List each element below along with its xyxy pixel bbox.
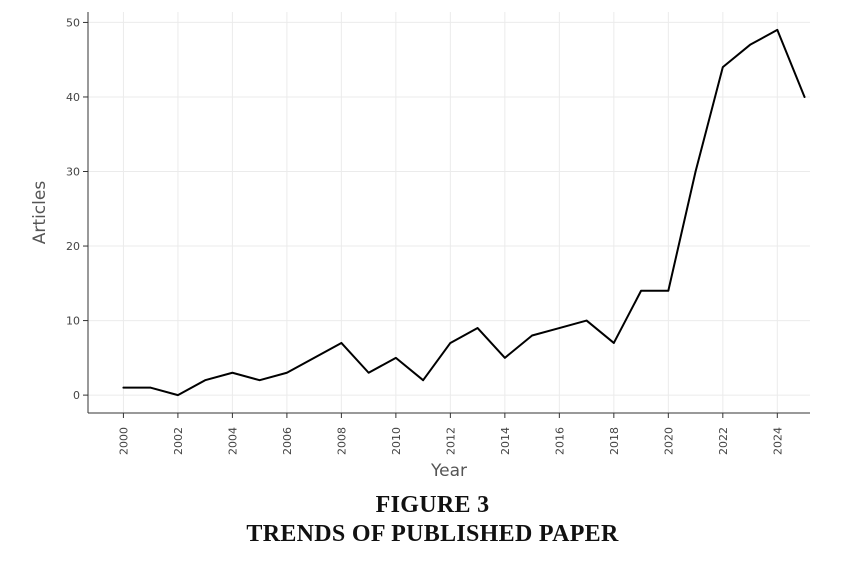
data-point [286,371,288,374]
data-point [313,357,315,359]
data-point [749,43,751,46]
data-point [422,379,424,382]
chart-container: 2000 2002 2004 2006 2008 2010 2012 2014 2016 2018… [30,12,810,481]
data-point [204,379,206,382]
x-tick-label: 2012 [444,427,457,455]
data-point [231,371,234,374]
figure-title: TRENDS OF PUBLISHED PAPER [246,521,619,547]
y-tick-label: 20 [66,240,80,253]
data-point [667,289,670,292]
x-tick-label: 2004 [226,427,239,455]
axes [87,12,810,414]
data-point [694,170,697,173]
data-point [504,357,506,359]
series-layer [122,28,806,397]
x-tick-label: 2000 [117,427,130,455]
x-tick-label: 2014 [499,427,512,455]
figure-number: FIGURE 3 [375,492,490,518]
x-axis-title: Year [430,461,467,481]
data-point [722,66,724,68]
data-point [558,327,561,329]
data-point [122,386,125,389]
y-tick-label: 40 [66,91,80,104]
x-tick-label: 2024 [771,427,784,455]
series-line [122,28,806,397]
y-tick-label: 50 [66,16,80,29]
data-point [340,342,343,344]
y-tick-label: 30 [66,166,80,179]
data-point [258,379,261,382]
y-tick-label: 0 [73,389,80,402]
x-axis-ticks: 2000 2002 2004 2006 2008 2010 2012 2014 2016 2018… [117,413,784,455]
data-point [476,327,479,329]
data-point [367,371,370,374]
data-point [640,289,642,292]
data-point [531,334,533,337]
x-tick-label: 2010 [390,427,403,455]
data-point [776,29,779,31]
data-point [613,342,615,344]
data-point [149,386,152,389]
data-point [177,394,179,396]
y-tick-label: 10 [66,315,80,328]
x-tick-label: 2022 [717,427,730,455]
data-point [395,357,397,359]
x-tick-label: 2006 [281,427,294,455]
data-point [585,319,588,322]
x-tick-label: 2008 [335,427,348,455]
line-chart: 2000 2002 2004 2006 2008 2010 2012 2014 2016 2018… [30,12,810,481]
x-tick-label: 2018 [608,427,621,455]
x-tick-label: 2016 [553,427,566,455]
x-tick-label: 2002 [172,427,185,455]
data-point [803,96,806,98]
x-tick-label: 2020 [662,427,675,455]
data-point [449,342,452,344]
y-axis-title: Articles [30,181,50,245]
grid-lines [88,12,810,413]
y-axis-ticks: 0 10 20 30 40 50 [66,16,88,402]
